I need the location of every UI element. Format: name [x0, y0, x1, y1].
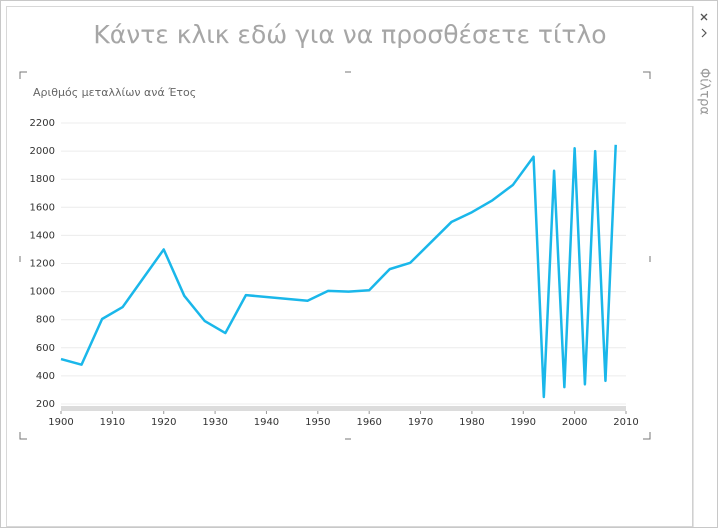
y-tick-label: 2000 — [30, 146, 55, 157]
x-tick-label: 1980 — [459, 417, 484, 428]
x-tick-label: 1910 — [100, 417, 125, 428]
collapse-icon[interactable] — [701, 28, 707, 38]
chart-title: Αριθμός μεταλλίων ανά Έτος — [33, 86, 196, 99]
x-tick-label: 1920 — [151, 417, 176, 428]
y-tick-label: 1400 — [30, 230, 55, 241]
x-tick-label: 2000 — [562, 417, 587, 428]
y-tick-label: 1800 — [30, 174, 55, 185]
x-tick-label: 1940 — [254, 417, 279, 428]
y-tick-label: 200 — [36, 399, 55, 410]
x-tick-label: 2010 — [613, 417, 638, 428]
page-title[interactable]: Κάντε κλικ εδώ για να προσθέσετε τίτλο — [93, 20, 606, 49]
y-tick-label: 1200 — [30, 259, 55, 270]
x-tick-label: 1930 — [202, 417, 227, 428]
x-tick-label: 1990 — [511, 417, 536, 428]
x-tick-label: 1950 — [305, 417, 330, 428]
scrollbar[interactable] — [61, 406, 626, 411]
y-tick-label: 800 — [36, 315, 55, 326]
x-tick-label: 1970 — [408, 417, 433, 428]
selection-handles — [19, 71, 651, 440]
y-tick-label: 1600 — [30, 202, 55, 213]
y-tick-label: 2200 — [30, 118, 55, 129]
y-tick-label: 400 — [36, 371, 55, 382]
close-icon[interactable] — [700, 13, 708, 21]
y-tick-label: 600 — [36, 343, 55, 354]
x-tick-label: 1960 — [356, 417, 381, 428]
filters-label[interactable]: Φίλτρα — [697, 68, 712, 115]
y-tick-label: 1000 — [30, 287, 55, 298]
x-tick-label: 1900 — [48, 417, 73, 428]
data-line — [60, 144, 617, 399]
